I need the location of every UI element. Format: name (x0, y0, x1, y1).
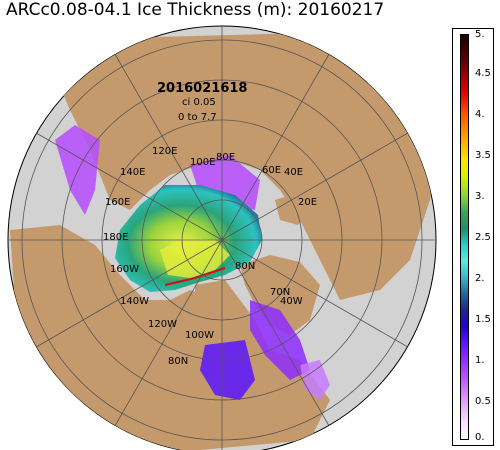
lon-label: 160E (105, 197, 130, 208)
land-arctic-islands (195, 280, 240, 330)
colorbar-tick: 4.5 (475, 68, 491, 79)
lon-label: 20E (298, 197, 317, 208)
lon-label: 40E (284, 167, 303, 178)
meridians (8, 26, 436, 450)
colorbar-tick: 0. (475, 432, 485, 443)
land-north-america (10, 225, 330, 450)
colorbar-tick: 4. (475, 109, 485, 120)
lon-label: 160W (110, 264, 139, 275)
lon-label: 80E (216, 152, 235, 163)
lat-label: 80N (235, 261, 255, 272)
lat-label: 80N (168, 356, 188, 367)
thin-ice-east-siberia (55, 125, 100, 215)
colorbar-tick: 1.5 (475, 314, 491, 325)
colorbar-gradient (460, 34, 469, 440)
contour-interval: ci 0.05 (182, 97, 216, 108)
thin-ice-labrador (300, 360, 330, 400)
thickest-ice-edge (164, 267, 226, 286)
colorbar-tick: 5. (475, 29, 485, 40)
colorbar: 5. 4.5 4. 3.5 3. 2.5 2. 1.5 1. 0.5 0. (452, 28, 494, 446)
colorbar-tick: 0.5 (475, 396, 491, 407)
value-range: 0 to 7.7 (178, 112, 217, 123)
colorbar-tick: 1. (475, 355, 485, 366)
date-stamp: 2016021618 (157, 81, 247, 96)
colorbar-tick: 3. (475, 191, 485, 202)
lon-label: 100W (185, 330, 214, 341)
lon-label: 120W (148, 319, 177, 330)
lon-label: 40W (280, 296, 303, 307)
lon-label: 60E (262, 165, 281, 176)
land-svalbard (275, 192, 312, 225)
lon-label: 100E (190, 157, 215, 168)
map-title: ARCc0.08-04.1 Ice Thickness (m): 2016021… (6, 0, 385, 20)
lon-label: 140E (120, 167, 145, 178)
lat-label: 70N (270, 287, 290, 298)
lon-label: 140W (120, 296, 149, 307)
colorbar-tick: 3.5 (475, 150, 491, 161)
lon-label: 180E (103, 232, 128, 243)
polar-map: 2016021618 ci 0.05 0 to 7.7 120E 100E 80… (7, 25, 437, 450)
thick-ice-core (160, 238, 230, 278)
lon-label: 120E (152, 146, 177, 157)
colorbar-tick: 2. (475, 273, 485, 284)
colorbar-tick: 2.5 (475, 232, 491, 243)
thin-ice-hudson (200, 340, 255, 400)
